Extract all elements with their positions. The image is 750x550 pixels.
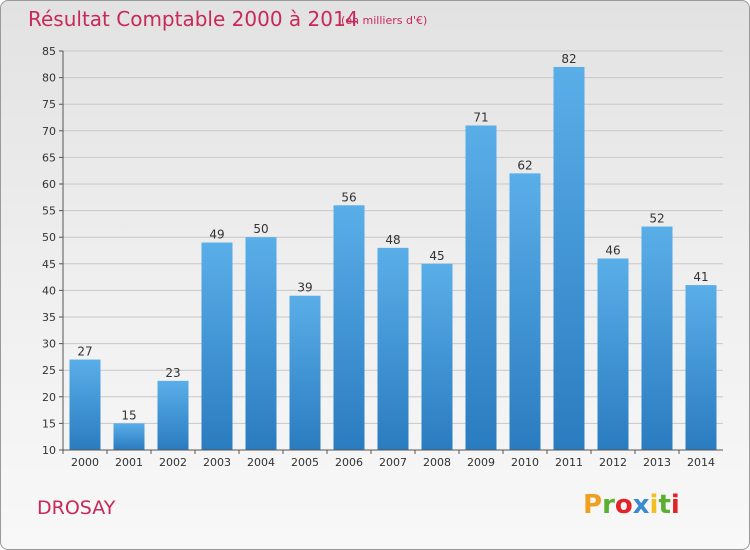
x-tick-label: 2010 [511,456,539,469]
y-tick-label: 30 [42,338,56,351]
x-tick-label: 2005 [291,456,319,469]
x-tick-label: 2009 [467,456,495,469]
logo-letter: r [602,490,615,520]
bar-2001 [113,423,145,450]
value-label-2006: 56 [341,190,356,204]
logo-letter: P [583,490,603,520]
bar-2010 [509,173,541,451]
value-label-2000: 27 [77,345,92,359]
x-tick-label: 2007 [379,456,407,469]
y-tick-label: 55 [42,205,56,218]
bar-2008 [421,263,453,450]
x-tick-label: 2012 [599,456,627,469]
y-axis: 10 15 20 25 30 35 40 45 50 55 60 65 70 75 80 85 [42,45,64,457]
value-label-2007: 48 [385,233,400,247]
bar-2014 [685,285,717,450]
bar-2009 [465,125,497,450]
y-tick-label: 40 [42,284,56,297]
logo-letter: i [649,490,659,520]
y-tick-label: 45 [42,258,56,271]
x-tick-label: 2008 [423,456,451,469]
y-tick-label: 70 [42,125,56,138]
value-label-2013: 52 [649,212,664,226]
logo-letter: i [670,490,680,520]
value-label-2010: 62 [517,158,532,172]
chart-subtitle: (en milliers d'€) [341,14,428,27]
y-tick-label: 35 [42,311,56,324]
proxiti-logo[interactable]: Proxiti [583,490,680,520]
x-axis: 2000 2001 2002 2003 2004 2005 2006 2007 2008 2009… [62,449,723,469]
value-label-2001: 15 [121,408,136,422]
bar-2006 [333,205,365,450]
x-tick-label: 2006 [335,456,363,469]
y-tick-label: 10 [42,444,56,457]
value-label-2002: 23 [165,366,180,380]
bars: 27 15 23 49 50 39 56 48 45 71 62 82 46 52 41 [69,52,717,451]
y-tick-label: 25 [42,364,56,377]
bar-2013 [641,226,673,450]
logo-letter: t [658,490,671,520]
bar-2007 [377,247,409,450]
x-tick-label: 2013 [643,456,671,469]
y-tick-label: 50 [42,231,56,244]
bar-2012 [597,258,629,450]
logo-letter: x [632,490,650,520]
value-label-2008: 45 [429,249,444,263]
bar-2002 [157,380,189,450]
y-tick-label: 15 [42,417,56,430]
value-label-2011: 82 [561,52,576,66]
bar-2000 [69,359,101,450]
bar-2003 [201,242,233,450]
y-tick-label: 20 [42,391,56,404]
x-tick-label: 2002 [159,456,187,469]
value-label-2009: 71 [473,110,488,124]
y-tick-label: 80 [42,72,56,85]
value-label-2014: 41 [693,270,708,284]
y-tick-label: 85 [42,45,56,58]
x-tick-label: 2001 [115,456,143,469]
value-label-2003: 49 [209,228,224,242]
y-tick-label: 60 [42,178,56,191]
y-tick-label: 75 [42,98,56,111]
x-tick-label: 2014 [687,456,715,469]
x-tick-label: 2004 [247,456,275,469]
bar-2004 [245,237,277,450]
x-tick-label: 2011 [555,456,583,469]
value-label-2004: 50 [253,222,268,236]
bar-2011 [553,66,585,451]
bar-2005 [289,295,321,450]
value-label-2012: 46 [605,243,620,257]
chart-title: Résultat Comptable 2000 à 2014 [28,7,359,31]
logo-letter: o [614,490,633,520]
x-tick-label: 2000 [71,456,99,469]
commune-name: DROSAY [37,497,116,519]
x-tick-label: 2003 [203,456,231,469]
y-tick-label: 65 [42,151,56,164]
value-label-2005: 39 [297,281,312,295]
